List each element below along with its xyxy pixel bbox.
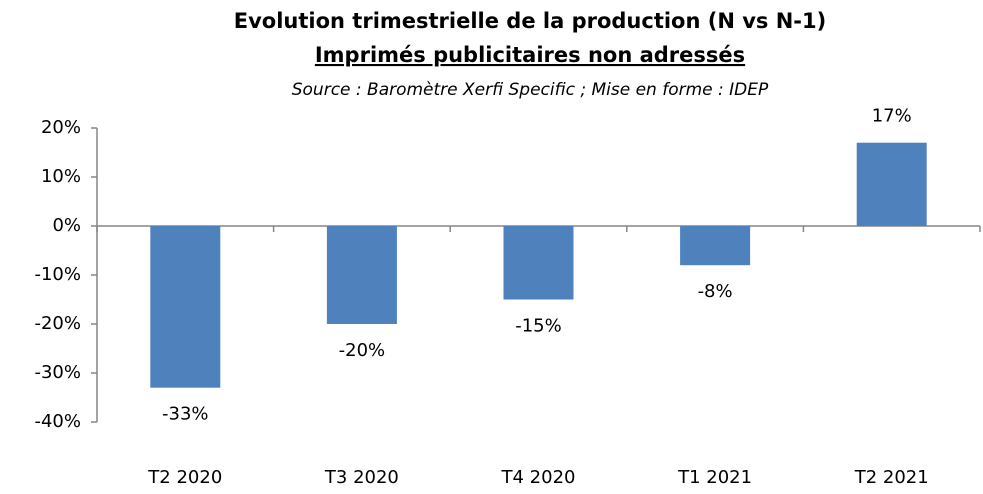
data-label: -15% <box>515 316 562 337</box>
bar <box>856 142 927 226</box>
data-label: -8% <box>698 281 733 302</box>
data-label: -20% <box>339 340 386 361</box>
bar <box>150 226 221 388</box>
chart-subtitle: Imprimés publicitaires non adressés <box>315 43 745 67</box>
bar <box>503 226 574 300</box>
chart-source: Source : Baromètre Xerfi Specific ; Mise… <box>292 80 769 100</box>
x-tick-label: T2 2020 <box>147 467 222 488</box>
x-tick-label: T4 2020 <box>501 467 576 488</box>
y-tick-label: 0% <box>52 215 81 236</box>
data-label: 17% <box>872 106 912 127</box>
y-tick-label: -30% <box>34 362 81 383</box>
chart-title: Evolution trimestrielle de la production… <box>234 9 826 33</box>
y-tick-label: -10% <box>34 264 81 285</box>
bar <box>680 226 751 266</box>
x-tick-label: T2 2021 <box>854 467 929 488</box>
bar <box>326 226 397 324</box>
x-tick-label: T3 2020 <box>324 467 399 488</box>
data-label: -33% <box>162 404 209 425</box>
y-tick-label: -40% <box>34 411 81 432</box>
y-tick-label: -20% <box>34 313 81 334</box>
y-tick-label: 10% <box>41 166 81 187</box>
x-tick-label: T1 2021 <box>677 467 752 488</box>
y-tick-label: 20% <box>41 117 81 138</box>
